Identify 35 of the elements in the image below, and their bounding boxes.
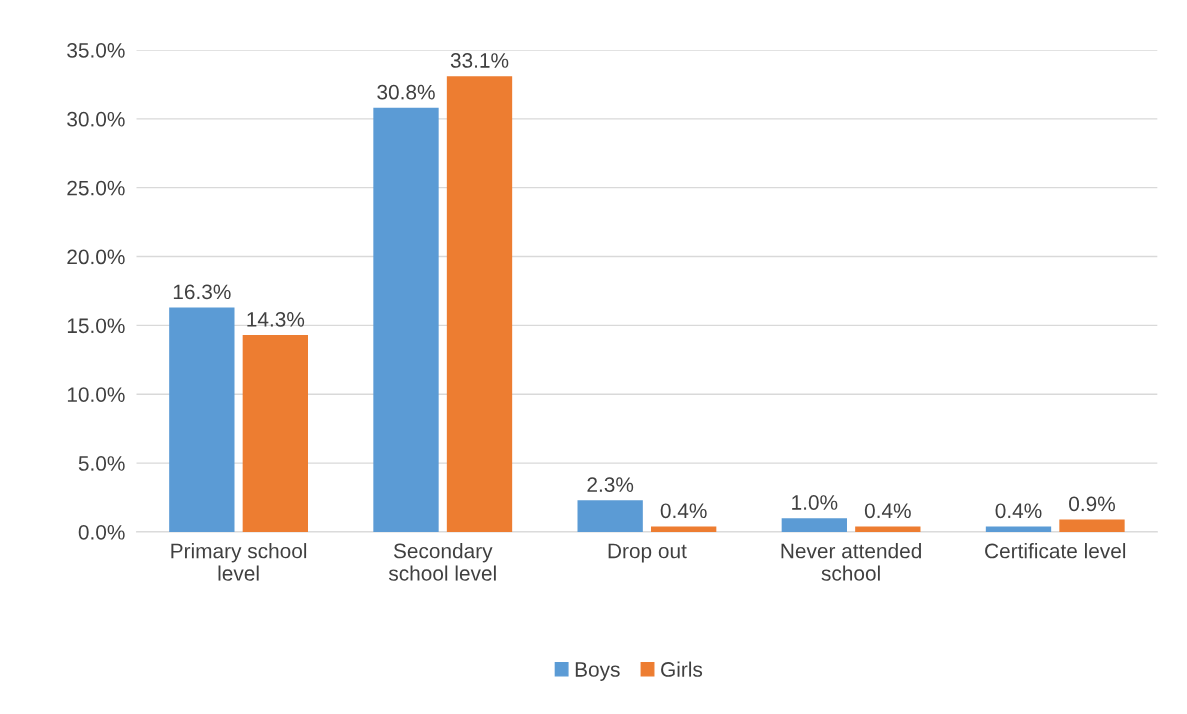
data-label: 33.1% bbox=[450, 53, 509, 68]
data-label: 0.4% bbox=[995, 503, 1042, 519]
data-label: 0.4% bbox=[864, 503, 911, 519]
bar bbox=[242, 335, 308, 532]
bar bbox=[169, 307, 235, 532]
bar bbox=[855, 526, 921, 532]
legend-label: Girls bbox=[661, 661, 703, 677]
data-label: 14.3% bbox=[247, 311, 305, 327]
data-label: 0.4% bbox=[660, 503, 707, 519]
bar bbox=[1059, 519, 1125, 532]
y-tick-label: 30.0% bbox=[67, 111, 125, 127]
legend-label: Boys bbox=[575, 662, 620, 681]
data-label: 1.0% bbox=[792, 495, 838, 510]
y-tick-label: 5.0% bbox=[78, 456, 125, 471]
x-tick-label: Never attended school bbox=[781, 543, 921, 581]
y-tick-label: 25.0% bbox=[67, 180, 125, 196]
y-tick-label: 15.0% bbox=[67, 318, 125, 334]
x-tick-label: Primary school level bbox=[171, 543, 307, 581]
y-tick-label: 10.0% bbox=[67, 387, 125, 402]
x-tick-label: Certificate level bbox=[985, 543, 1126, 559]
bar bbox=[781, 518, 847, 532]
data-label: 2.3% bbox=[587, 477, 634, 492]
x-tick-label: Secondary school level bbox=[388, 543, 496, 581]
data-label: 30.8% bbox=[377, 84, 435, 100]
y-tick-label: 20.0% bbox=[67, 249, 125, 265]
y-tick-label: 0.0% bbox=[78, 524, 125, 540]
bar bbox=[985, 526, 1052, 532]
bar bbox=[446, 76, 513, 532]
bar bbox=[577, 500, 643, 532]
bar bbox=[651, 526, 717, 532]
y-tick-label: 35.0% bbox=[67, 42, 125, 58]
data-label: 0.9% bbox=[1069, 496, 1115, 512]
x-tick-label: Drop out bbox=[608, 543, 687, 563]
data-label: 16.3% bbox=[173, 284, 231, 300]
bar bbox=[373, 107, 439, 532]
